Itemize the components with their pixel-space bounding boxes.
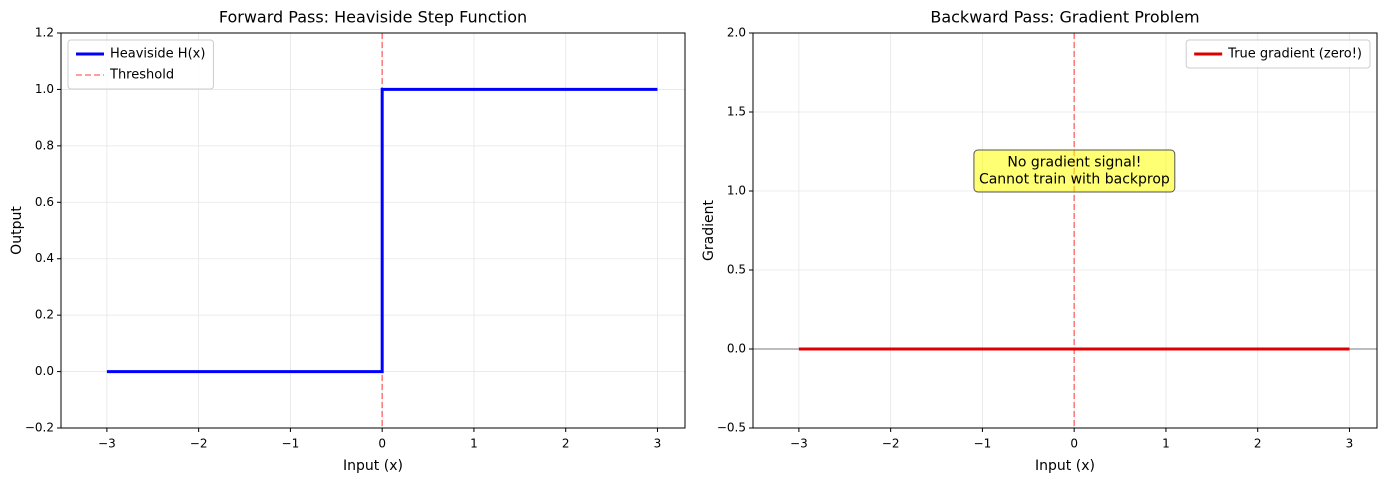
y-axis-label: Gradient xyxy=(701,200,717,261)
legend: Heaviside H(x) Threshold xyxy=(67,39,214,90)
legend-label: True gradient (zero!) xyxy=(1227,47,1362,62)
x-axis-label: Input (x) xyxy=(343,458,403,474)
x-tick-label: 2 xyxy=(562,437,570,451)
x-tick-label: 3 xyxy=(654,437,662,451)
y-tick-label: 0.0 xyxy=(727,342,746,356)
x-tick-label: 0 xyxy=(1070,437,1078,451)
x-tick-label: −1 xyxy=(974,437,992,451)
y-tick-label: 2.0 xyxy=(727,26,746,40)
chart-title: Backward Pass: Gradient Problem xyxy=(930,8,1199,27)
y-tick-label: 0.6 xyxy=(35,195,54,209)
x-tick-label: −2 xyxy=(190,437,208,451)
y-tick-label: 0.0 xyxy=(35,364,54,378)
legend-box xyxy=(1185,39,1371,69)
x-tick-label: −2 xyxy=(882,437,900,451)
legend-label: Heaviside H(x) xyxy=(110,47,205,62)
y-axis-label: Output xyxy=(9,206,25,255)
x-tick-label: 1 xyxy=(470,437,478,451)
x-tick-label: 0 xyxy=(378,437,386,451)
legend: True gradient (zero!) xyxy=(1185,39,1371,69)
y-tick-label: −0.2 xyxy=(25,421,54,435)
legend-label: Threshold xyxy=(109,68,174,83)
y-tick-label: 0.2 xyxy=(35,308,54,322)
x-tick-label: −3 xyxy=(790,437,808,451)
annotation-box xyxy=(973,149,1176,193)
y-tick-label: −0.5 xyxy=(717,421,746,435)
y-tick-label: 0.8 xyxy=(35,138,54,152)
y-tick-label: 1.0 xyxy=(35,82,54,96)
series-line xyxy=(106,87,658,374)
chart-title: Forward Pass: Heaviside Step Function xyxy=(219,8,527,27)
y-tick-label: 1.0 xyxy=(727,184,746,198)
x-tick-label: 1 xyxy=(1162,437,1170,451)
plot-frame xyxy=(752,32,1378,429)
y-tick-label: 0.5 xyxy=(727,263,746,277)
annotation-text: No gradient signal! xyxy=(1007,155,1141,171)
y-tick-label: 0.4 xyxy=(35,251,54,265)
plot-frame xyxy=(60,32,686,429)
y-tick-label: 1.2 xyxy=(35,26,54,40)
annotation: No gradient signal!Cannot train with bac… xyxy=(973,149,1176,193)
x-tick-label: 3 xyxy=(1346,437,1354,451)
x-axis-label: Input (x) xyxy=(1035,458,1095,474)
x-tick-label: −3 xyxy=(98,437,116,451)
legend-box xyxy=(67,39,214,90)
x-tick-label: −1 xyxy=(282,437,300,451)
x-tick-label: 2 xyxy=(1254,437,1262,451)
annotation-text: Cannot train with backprop xyxy=(979,172,1170,188)
y-tick-label: 1.5 xyxy=(727,105,746,119)
